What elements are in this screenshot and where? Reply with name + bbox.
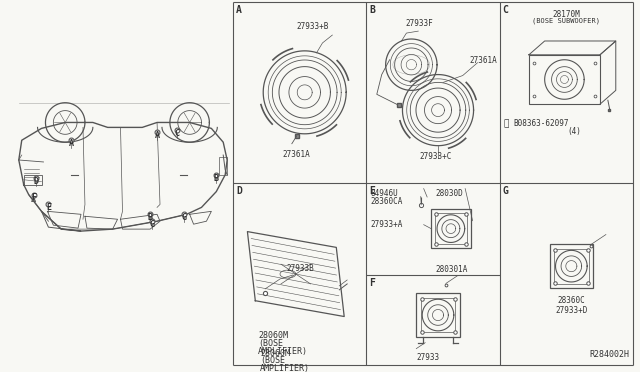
Bar xyxy=(220,157,227,175)
Text: A: A xyxy=(68,139,74,148)
Bar xyxy=(435,213,467,244)
Text: E: E xyxy=(46,203,51,212)
Text: 28060M: 28060M xyxy=(260,349,291,357)
Text: B: B xyxy=(148,213,152,222)
Bar xyxy=(550,244,593,288)
Text: B: B xyxy=(214,174,219,183)
Text: (BOSE SUBWOOFER): (BOSE SUBWOOFER) xyxy=(532,18,600,24)
Text: F: F xyxy=(31,193,36,202)
Bar xyxy=(24,175,42,185)
Text: AMPLIFIER): AMPLIFIER) xyxy=(259,347,308,356)
Text: G: G xyxy=(502,186,509,196)
Bar xyxy=(431,209,470,248)
Text: 84946U: 84946U xyxy=(371,189,398,198)
Text: 27933+D: 27933+D xyxy=(555,306,588,315)
Text: C: C xyxy=(174,129,179,138)
Text: 27933F: 27933F xyxy=(405,19,433,28)
Text: A: A xyxy=(236,5,242,15)
Text: G: G xyxy=(181,213,186,222)
Text: (BOSE: (BOSE xyxy=(260,356,285,365)
Text: A: A xyxy=(154,131,159,140)
Text: 28030D: 28030D xyxy=(436,189,463,198)
Text: C: C xyxy=(502,5,509,15)
Text: D: D xyxy=(33,177,38,186)
Text: 27361A: 27361A xyxy=(283,150,310,158)
Text: (4): (4) xyxy=(568,127,581,137)
Bar xyxy=(529,55,600,104)
Text: G: G xyxy=(150,220,155,229)
Text: B: B xyxy=(369,5,375,15)
Text: 27361A: 27361A xyxy=(470,56,497,65)
Text: 27933B: 27933B xyxy=(287,264,315,273)
Text: R284002H: R284002H xyxy=(589,350,629,359)
Bar xyxy=(554,249,589,283)
Text: AMPLIFIER): AMPLIFIER) xyxy=(260,364,310,372)
Text: 27933+B: 27933+B xyxy=(296,22,329,31)
Text: 27933: 27933 xyxy=(417,353,440,362)
Text: E: E xyxy=(369,186,375,196)
Text: 280301A: 280301A xyxy=(436,264,468,273)
Text: 28360C: 28360C xyxy=(557,296,585,305)
Text: Ⓑ: Ⓑ xyxy=(504,119,509,128)
Text: 28170M: 28170M xyxy=(552,10,580,19)
Bar xyxy=(416,293,460,337)
Text: F: F xyxy=(369,278,375,288)
Text: 28060M: 28060M xyxy=(259,331,288,340)
Text: 28360CA: 28360CA xyxy=(371,196,403,205)
Bar xyxy=(420,298,456,333)
Text: 27933+A: 27933+A xyxy=(371,220,403,229)
Text: (BOSE: (BOSE xyxy=(259,339,284,347)
Text: D: D xyxy=(236,186,242,196)
Text: B08363-62097: B08363-62097 xyxy=(513,119,569,128)
Text: 27933+C: 27933+C xyxy=(420,152,452,161)
